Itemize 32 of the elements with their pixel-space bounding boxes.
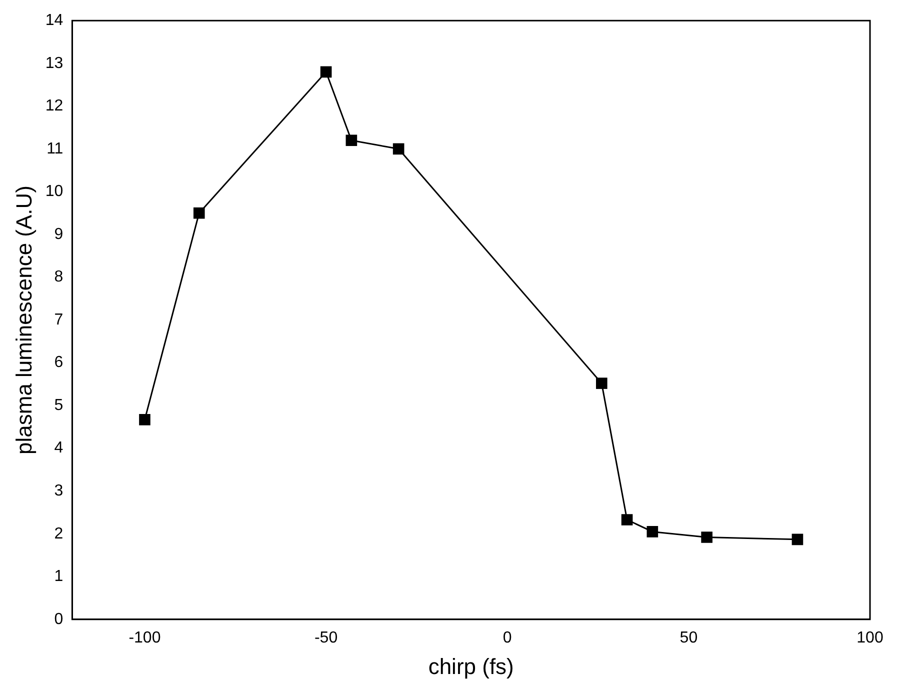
y-tick-label: 9 bbox=[54, 226, 64, 243]
point bbox=[193, 207, 205, 219]
point bbox=[320, 66, 332, 78]
y-tick-label: 1 bbox=[54, 568, 64, 586]
y-tick-label: 2 bbox=[54, 525, 64, 542]
y-tick-label: 13 bbox=[45, 54, 64, 72]
y-tick-label: 11 bbox=[46, 140, 64, 158]
y-tick-label: 12 bbox=[45, 98, 64, 115]
point bbox=[792, 534, 804, 546]
point bbox=[701, 532, 712, 543]
point bbox=[621, 514, 633, 526]
x-tick-label: 50 bbox=[680, 629, 698, 646]
x-tick-label: -100 bbox=[128, 629, 161, 646]
y-tick-label: 7 bbox=[54, 311, 64, 328]
y-tick-label: 8 bbox=[54, 268, 64, 286]
y-axis-title: plasma luminescence (A.U) bbox=[11, 186, 36, 454]
point bbox=[346, 134, 358, 146]
y-tick-label: 14 bbox=[45, 12, 64, 30]
x-tick-label: 100 bbox=[856, 629, 884, 646]
point bbox=[596, 378, 608, 389]
point bbox=[646, 526, 658, 538]
y-tick-label: 4 bbox=[54, 440, 64, 457]
y-tick-label: 0 bbox=[54, 610, 64, 628]
point bbox=[139, 414, 150, 426]
x-tick-label: 0 bbox=[502, 629, 512, 646]
y-tick-label: 3 bbox=[54, 482, 64, 500]
x-axis-title: chirp (fs) bbox=[428, 654, 514, 679]
y-tick-label: 6 bbox=[54, 354, 64, 372]
x-tick-label: -50 bbox=[314, 629, 338, 646]
point bbox=[392, 143, 404, 155]
y-tick-label: 10 bbox=[45, 183, 64, 200]
y-tick-label: 5 bbox=[54, 396, 64, 414]
